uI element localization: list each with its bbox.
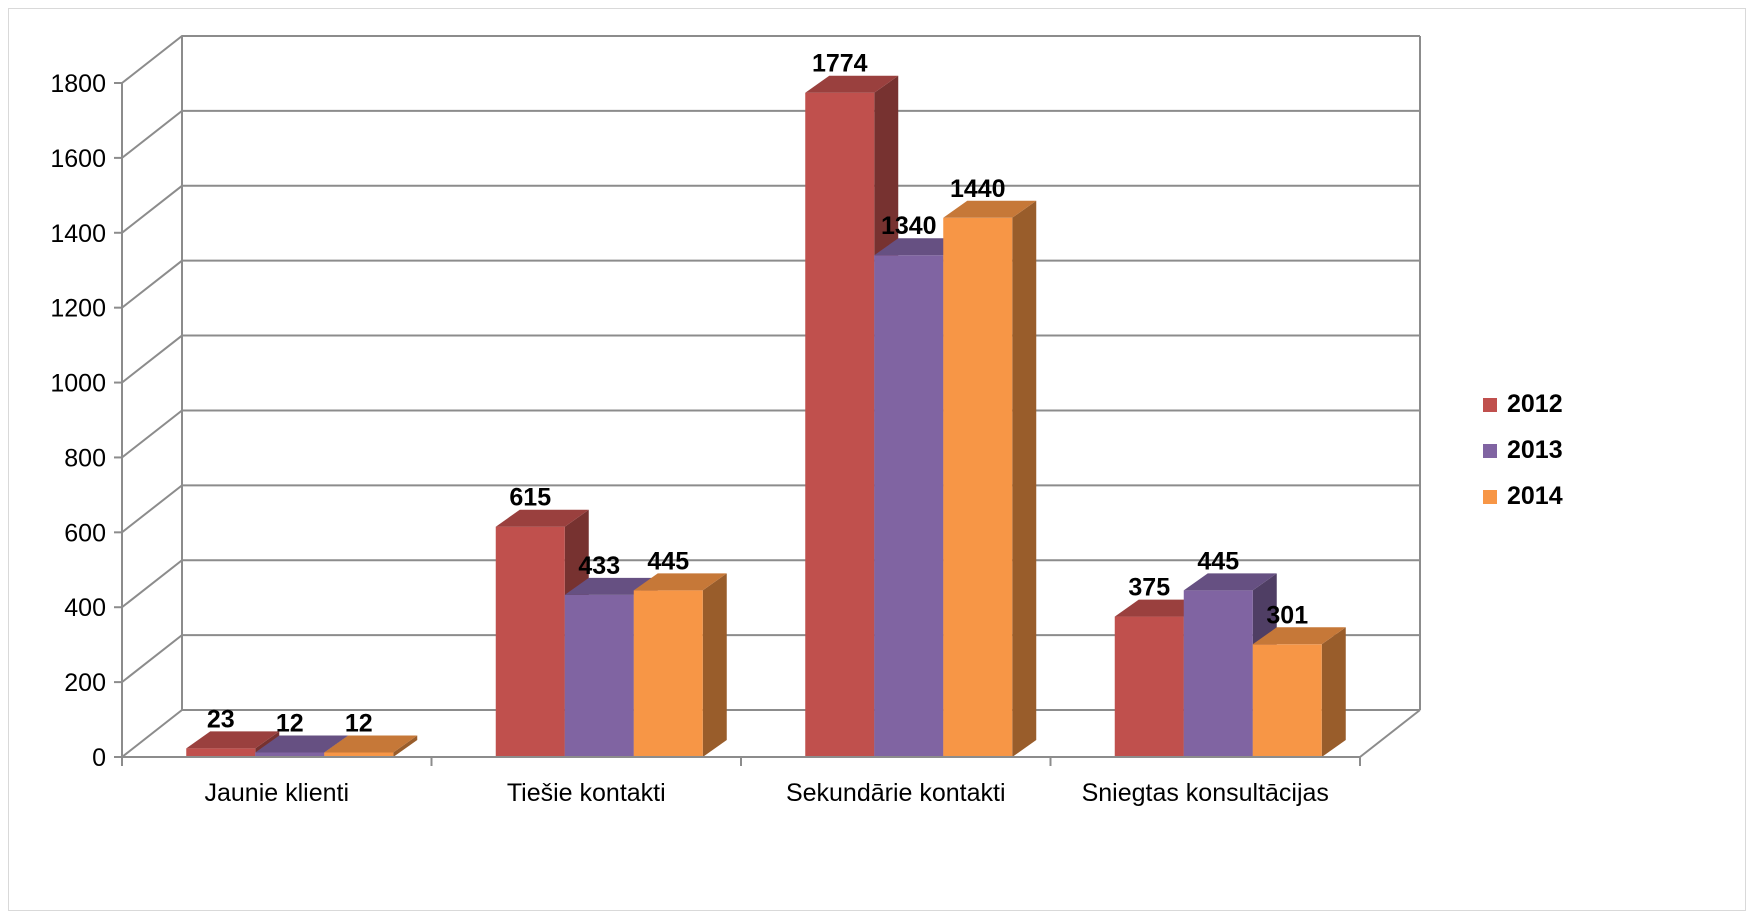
data-labels: 23 12 12 615 433 445 1774 1340 1440 375 445 301: [207, 50, 1308, 738]
legend-label: 2012: [1507, 390, 1563, 418]
data-label: 301: [1266, 601, 1308, 629]
floor-right-edge: [1359, 709, 1421, 758]
data-label: 12: [345, 710, 373, 738]
bar-top: [805, 75, 899, 93]
legend-swatch: [1483, 490, 1497, 504]
bar-top: [633, 573, 727, 591]
gridline: [121, 259, 1420, 309]
bar-side: [1012, 200, 1037, 758]
bar: [1183, 590, 1253, 757]
data-label: 23: [207, 705, 235, 733]
data-label: 615: [509, 484, 551, 512]
bar: [1114, 616, 1184, 757]
x-tick-label: Jaunie klienti: [204, 779, 349, 807]
y-tick-label: 0: [92, 744, 106, 772]
legend: 2012 2013 2014: [1483, 390, 1563, 510]
legend-label: 2013: [1507, 436, 1563, 464]
y-tick-label: 200: [64, 669, 106, 697]
chart-walls: [181, 36, 1421, 758]
y-tick-label: 1200: [50, 295, 106, 323]
bar-top: [943, 200, 1037, 218]
bar: [805, 92, 875, 758]
x-tick-label: Tiešie kontakti: [507, 779, 666, 807]
gridline: [121, 184, 1420, 234]
y-tick-label: 800: [64, 444, 106, 472]
gridline: [121, 35, 1420, 84]
bar: [874, 255, 944, 757]
bar: [943, 217, 1013, 758]
y-axis-ticks: 0 200 400 600 800 1000 1200 1400 1600 1800: [50, 70, 123, 772]
bar-top: [1252, 627, 1346, 645]
gridline: [121, 409, 1420, 459]
y-tick-label: 400: [64, 594, 106, 622]
y-tick-label: 1000: [50, 370, 106, 398]
data-label: 1774: [812, 50, 868, 78]
legend-label: 2014: [1507, 482, 1563, 510]
bar-side: [393, 735, 418, 757]
bar-side: [702, 573, 727, 757]
bar: [495, 526, 565, 757]
bar-top: [495, 509, 589, 527]
data-label: 1340: [881, 212, 937, 240]
data-label: 433: [578, 552, 620, 580]
y-tick-label: 1800: [50, 70, 106, 98]
bar: [633, 590, 703, 757]
bar: [186, 748, 256, 757]
legend-swatch: [1483, 398, 1497, 412]
y-tick-label: 1400: [50, 220, 106, 248]
gridline: [121, 109, 1420, 159]
bar-top: [1183, 573, 1277, 591]
data-label: 445: [1197, 547, 1239, 575]
bar: [324, 752, 394, 757]
bar-side: [1321, 627, 1346, 757]
bar-top: [255, 735, 349, 753]
legend-swatch: [1483, 444, 1497, 458]
x-tick-label: Sniegtas konsultācijas: [1082, 779, 1329, 807]
gridline: [121, 334, 1420, 384]
bars: [186, 75, 1346, 758]
bar: [1252, 644, 1322, 757]
data-label: 445: [647, 547, 689, 575]
bar-top: [324, 735, 418, 753]
y-tick-label: 1600: [50, 145, 106, 173]
gridline: [121, 484, 1420, 534]
bar: [564, 594, 634, 757]
bar: [255, 752, 325, 757]
x-tick-label: Sekundārie kontakti: [786, 779, 1006, 807]
bar-top: [186, 731, 280, 749]
x-axis: Jaunie klienti Tiešie kontakti Sekundārie …: [121, 756, 1361, 807]
data-label: 1440: [950, 175, 1006, 203]
data-label: 12: [276, 710, 304, 738]
y-tick-label: 600: [64, 519, 106, 547]
data-label: 375: [1128, 574, 1170, 602]
